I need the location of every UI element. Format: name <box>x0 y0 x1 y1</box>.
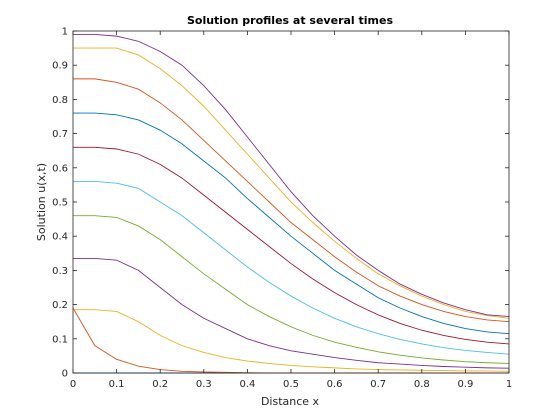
y-tick-label-7: 0.7 <box>52 129 68 140</box>
y-tick-label-1: 0.1 <box>52 334 68 345</box>
y-tick-label-4: 0.4 <box>52 232 68 243</box>
tick-layer: 0 0.1 0.2 0.3 0.4 0.5 0.6 0.7 0.8 0.9 1 0 0.1 0.2 0.3 0… <box>52 27 512 391</box>
y-tick-label-10: 1 <box>62 27 68 38</box>
series-line-10 <box>73 33 510 318</box>
series-line-2 <box>73 309 510 372</box>
series-line-7 <box>73 112 510 335</box>
series-line-5 <box>73 181 510 355</box>
y-tick-label-8: 0.8 <box>52 95 68 106</box>
y-tick-label-3: 0.3 <box>52 266 68 277</box>
x-tick-label-10: 1 <box>506 379 512 390</box>
chart-title: Solution profiles at several times <box>187 14 393 27</box>
series-line-4 <box>73 215 510 364</box>
x-tick-label-4: 0.4 <box>239 379 255 390</box>
y-tick-label-9: 0.9 <box>52 61 68 72</box>
x-tick-label-7: 0.7 <box>370 379 386 390</box>
x-axis-label: Distance x <box>261 395 320 408</box>
x-tick-label-3: 0.3 <box>196 379 212 390</box>
x-tick-label-9: 0.9 <box>457 379 473 390</box>
y-axis-label: Solution u(x,t) <box>35 163 48 241</box>
x-tick-label-0: 0 <box>70 379 76 390</box>
series-line-9 <box>73 47 510 319</box>
plot-frame <box>72 30 510 374</box>
series-line-8 <box>73 78 510 323</box>
x-tick-label-1: 0.1 <box>109 379 125 390</box>
x-tick-label-2: 0.2 <box>152 379 168 390</box>
x-tick-label-6: 0.6 <box>327 379 343 390</box>
y-tick-label-6: 0.6 <box>52 163 68 174</box>
y-tick-label-5: 0.5 <box>52 198 68 209</box>
series-line-6 <box>73 146 510 345</box>
y-tick-label-2: 0.2 <box>52 300 68 311</box>
y-tick-label-0: 0 <box>62 369 68 380</box>
series-layer <box>72 33 510 374</box>
series-line-3 <box>73 257 510 369</box>
x-tick-label-5: 0.5 <box>283 379 299 390</box>
x-tick-label-8: 0.8 <box>414 379 430 390</box>
